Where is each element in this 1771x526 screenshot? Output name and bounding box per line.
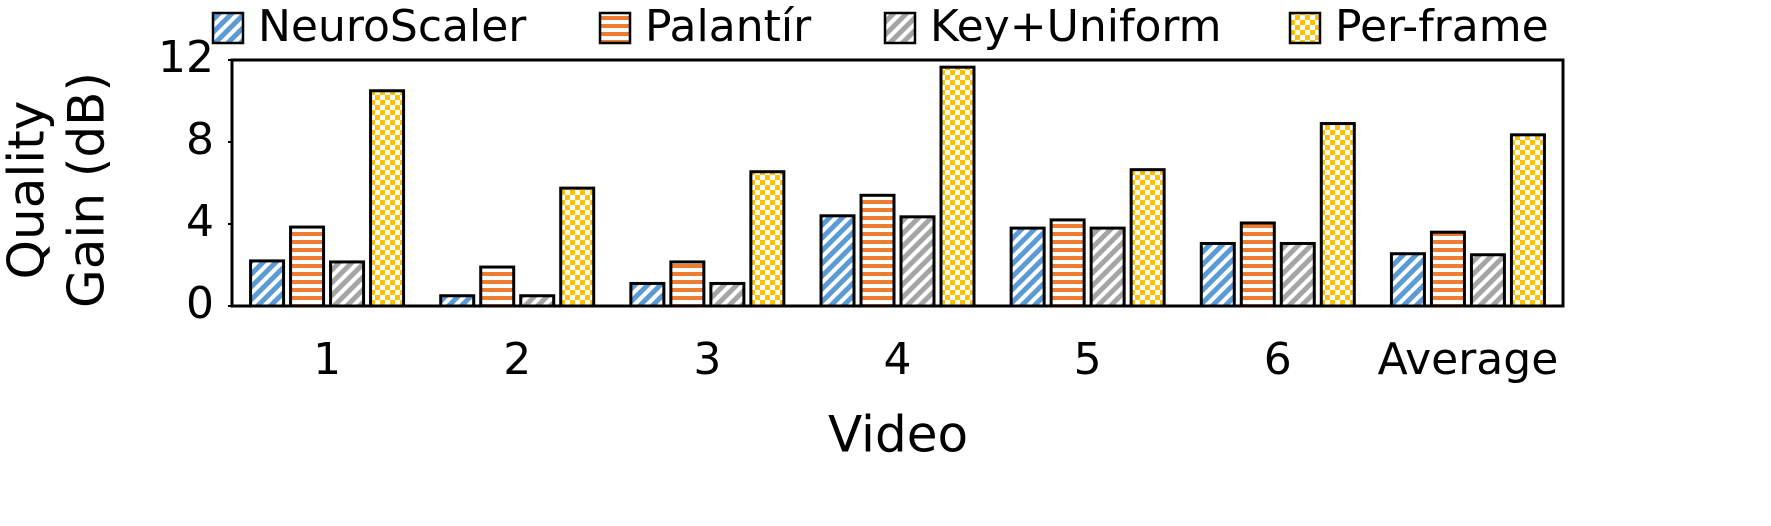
x-tick-label: 6 — [1264, 334, 1292, 385]
bar — [1199, 241, 1236, 308]
bar — [369, 89, 406, 308]
x-axis-label: Video — [828, 406, 968, 464]
bar — [1089, 226, 1126, 308]
x-tick-label: 3 — [693, 334, 721, 385]
bar — [1049, 218, 1086, 308]
plot-frame — [230, 58, 1565, 308]
x-tick-label: 4 — [884, 334, 912, 385]
bar — [289, 225, 326, 308]
x-tick-label: 2 — [503, 334, 531, 385]
y-tick-label: 12 — [158, 32, 214, 83]
bar — [519, 294, 556, 308]
bar — [1009, 226, 1046, 308]
bar — [1239, 221, 1276, 308]
bar — [1279, 241, 1316, 308]
x-tick-label: Average — [1378, 334, 1559, 385]
legend-label: Per-frame — [1335, 1, 1549, 52]
legend-swatch — [1288, 11, 1322, 45]
x-tick-label: 1 — [313, 334, 341, 385]
bar — [479, 265, 516, 308]
bar — [939, 65, 976, 308]
bar — [1469, 253, 1506, 308]
legend-label: Key+Uniform — [930, 1, 1222, 52]
legend-swatch — [598, 11, 632, 45]
y-tick-label: 8 — [186, 114, 214, 165]
bar — [629, 281, 666, 308]
bar — [1509, 133, 1546, 308]
bar — [439, 294, 476, 308]
bar — [669, 260, 706, 308]
y-axis-label: Gain (dB) — [58, 72, 116, 308]
legend-label: Palantír — [645, 1, 812, 52]
y-tick-label: 0 — [186, 278, 214, 329]
bar — [819, 214, 856, 308]
bar — [559, 186, 596, 308]
bar — [859, 193, 896, 308]
legend-label: NeuroScaler — [258, 1, 527, 52]
bar — [899, 215, 936, 308]
bar — [329, 260, 366, 308]
bar — [709, 281, 746, 308]
legend-swatch — [211, 11, 245, 45]
bar — [749, 170, 786, 308]
bar — [1129, 168, 1166, 308]
bar — [1389, 252, 1426, 308]
x-tick-label: 5 — [1074, 334, 1102, 385]
bar — [1319, 122, 1356, 308]
y-axis-label: Quality — [0, 101, 56, 280]
bar — [1429, 230, 1466, 308]
legend-swatch — [883, 11, 917, 45]
bar — [249, 259, 286, 308]
y-tick-label: 4 — [186, 196, 214, 247]
